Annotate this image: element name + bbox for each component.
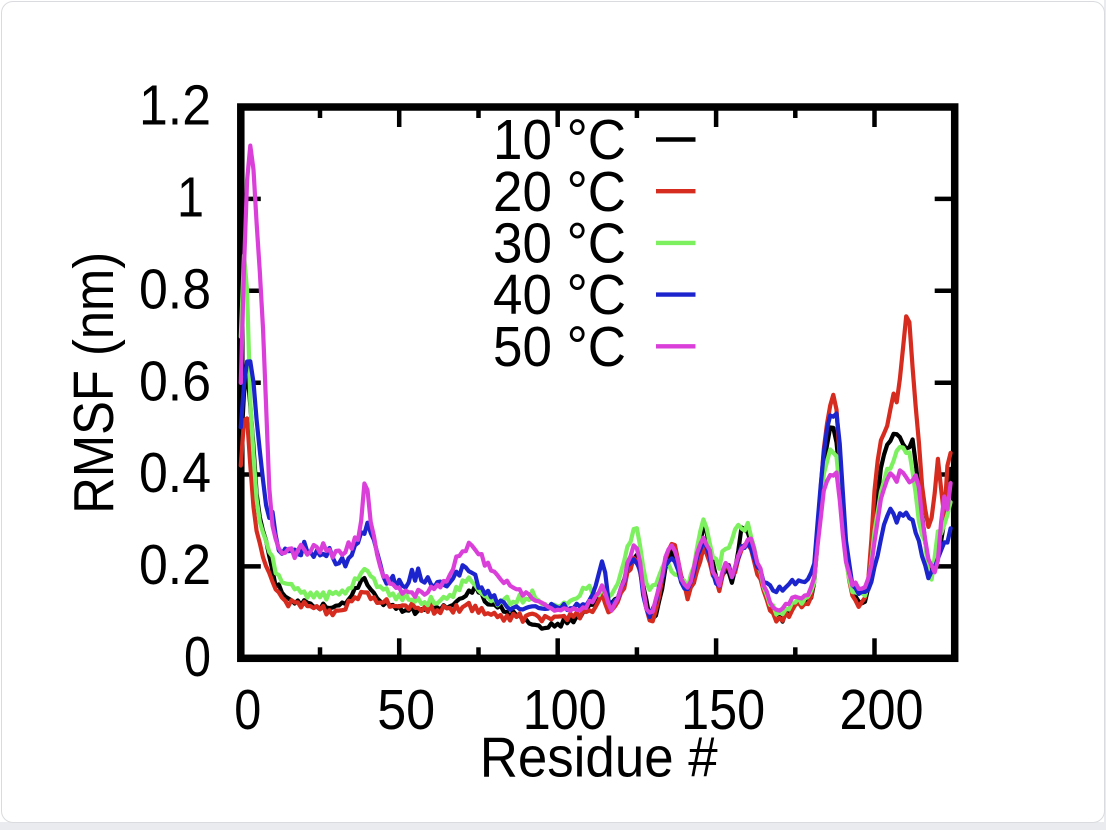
svg-text:RMSF (nm): RMSF (nm): [62, 252, 126, 514]
svg-text:0: 0: [184, 625, 211, 689]
svg-text:10 °C: 10 °C: [493, 108, 626, 172]
svg-text:1: 1: [177, 166, 204, 230]
svg-text:100: 100: [523, 678, 607, 742]
svg-text:50: 50: [377, 678, 435, 742]
svg-text:0.4: 0.4: [139, 441, 211, 505]
svg-text:Residue #: Residue #: [480, 726, 718, 790]
svg-text:30 °C: 30 °C: [493, 212, 626, 276]
svg-text:40 °C: 40 °C: [493, 263, 626, 327]
svg-text:0.8: 0.8: [139, 257, 211, 321]
svg-text:0.6: 0.6: [139, 349, 211, 413]
svg-text:200: 200: [840, 678, 924, 742]
svg-text:0.2: 0.2: [139, 533, 211, 597]
svg-text:50 °C: 50 °C: [493, 315, 626, 379]
svg-text:0: 0: [234, 678, 261, 742]
svg-text:20 °C: 20 °C: [493, 160, 626, 224]
svg-text:1.2: 1.2: [139, 74, 211, 138]
svg-text:150: 150: [681, 678, 765, 742]
